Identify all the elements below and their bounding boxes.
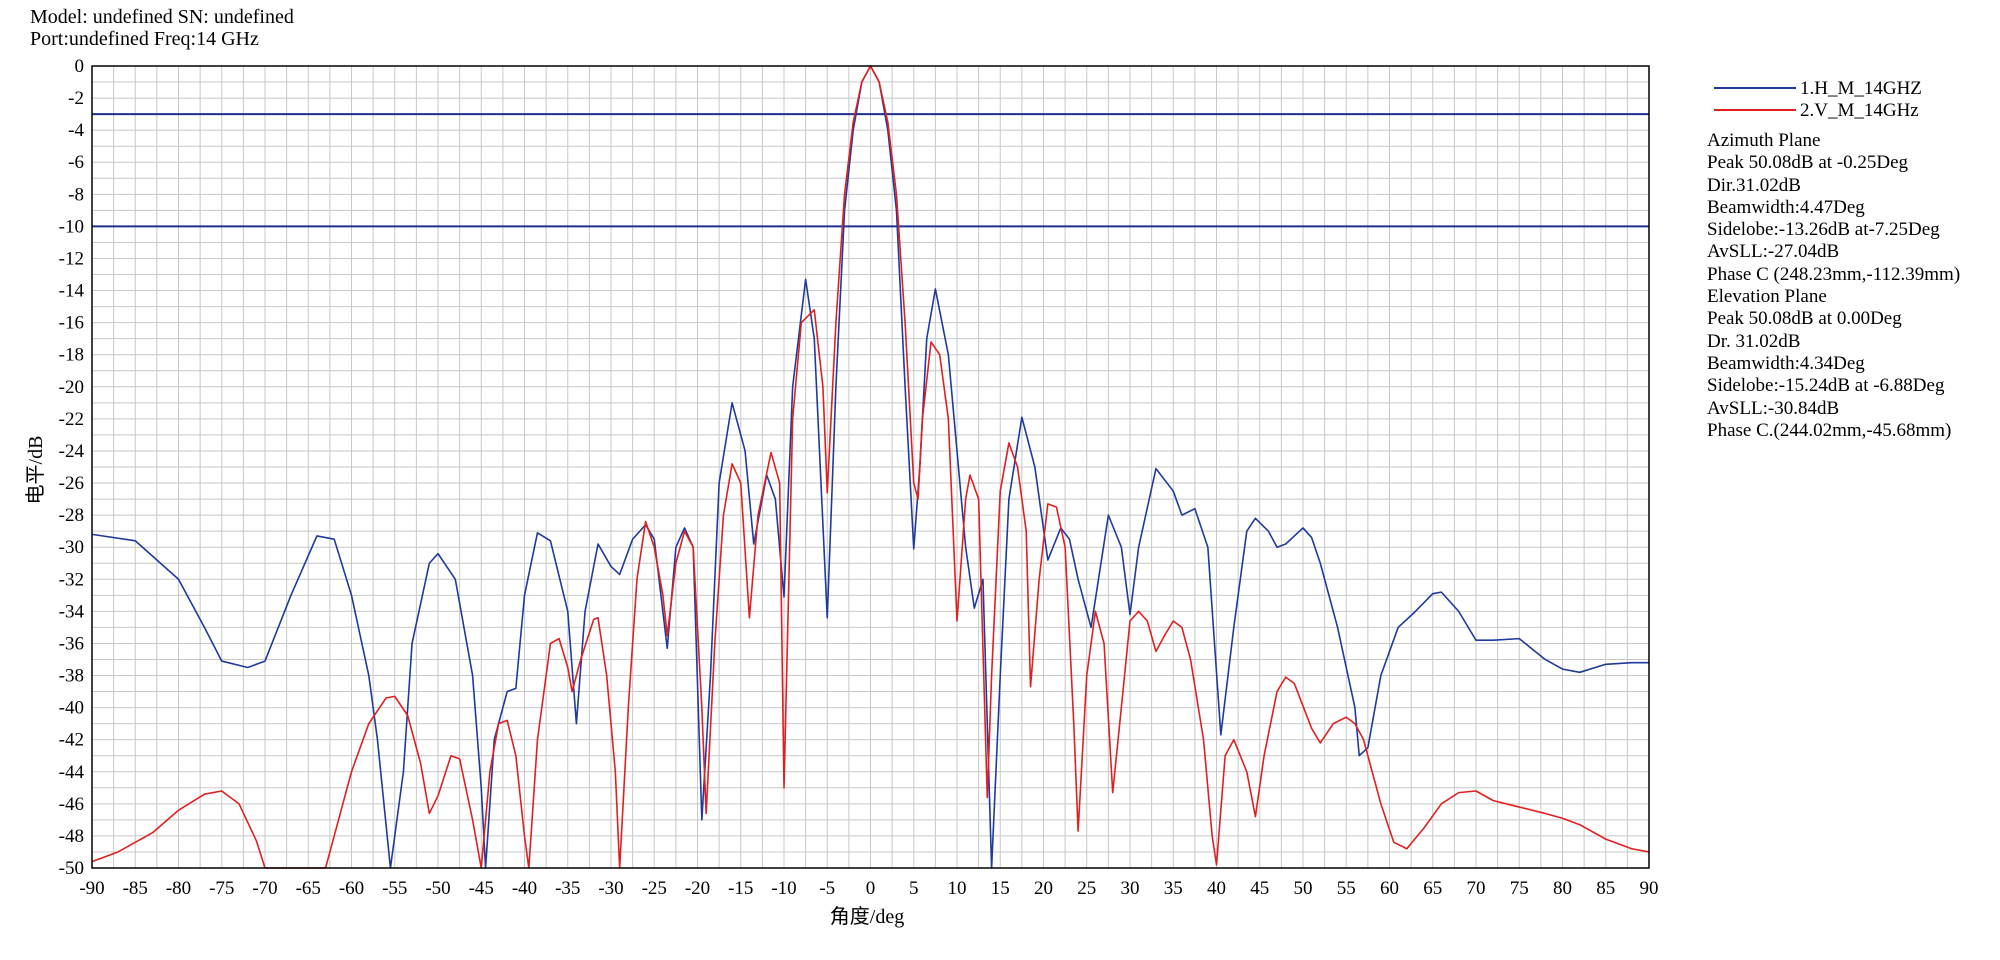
x-tick-label: 35 — [1164, 878, 1183, 899]
x-tick-label: 15 — [991, 878, 1010, 899]
x-tick-label: 20 — [1034, 878, 1053, 899]
y-tick-labels: 0 -2 -4 -6 -8 -10 -12 -14 -16 -18 -20 -22 -24 -26 -28 -… — [59, 56, 85, 879]
x-tick-label: 85 — [1596, 878, 1615, 899]
y-tick-label: -20 — [59, 377, 84, 398]
azimuth-info-3: Beamwidth:4.47Deg — [1707, 196, 1865, 218]
y-tick-label: -42 — [59, 730, 84, 751]
y-tick-label: -44 — [59, 762, 85, 783]
series-line-1 — [91, 65, 1649, 869]
x-tick-label: -55 — [382, 878, 407, 899]
y-tick-label: -4 — [68, 120, 84, 141]
elevation-info-4: Sidelobe:-15.24dB at -6.88Deg — [1707, 375, 1945, 397]
elevation-info-5: AvSLL:-30.84dB — [1707, 397, 1840, 419]
x-tick-label: -25 — [642, 878, 667, 899]
header-port-line: Port:undefined Freq:14 GHz — [30, 28, 259, 50]
x-tick-label: 0 — [866, 878, 876, 899]
plot-frame — [91, 65, 1650, 869]
x-tick-label: 25 — [1077, 878, 1096, 899]
legend-label-2: 2.V_M_14GHz — [1800, 100, 1919, 121]
series-lines — [91, 65, 1650, 869]
x-tick-label: -10 — [771, 878, 796, 899]
y-tick-label: -28 — [59, 505, 84, 526]
y-tick-label: -16 — [59, 313, 84, 334]
y-tick-label: -48 — [59, 826, 84, 847]
y-tick-label: -40 — [59, 698, 84, 719]
x-tick-label: 30 — [1121, 878, 1140, 899]
x-tick-label: 70 — [1467, 878, 1486, 899]
x-tick-label: 50 — [1294, 878, 1313, 899]
y-tick-label: 0 — [75, 56, 85, 77]
x-tick-labels: -90 -85 -80 -75 -70 -65 -60 -55 -50 -45 -40 -35 -30-… — [79, 878, 1658, 899]
x-tick-label: -15 — [728, 878, 753, 899]
x-tick-label: -35 — [555, 878, 580, 899]
y-tick-label: -22 — [59, 409, 84, 430]
x-tick-label: -20 — [685, 878, 710, 899]
x-tick-label: -75 — [209, 878, 234, 899]
x-tick-label: 60 — [1380, 878, 1399, 899]
x-tick-label: -80 — [166, 878, 191, 899]
y-tick-label: -12 — [59, 248, 84, 269]
elevation-info-2: Dr. 31.02dB — [1707, 330, 1801, 352]
legend-label-1: 1.H_M_14GHZ — [1800, 78, 1922, 99]
x-tick-label: -65 — [296, 878, 321, 899]
x-tick-label: -40 — [512, 878, 537, 899]
y-tick-label: -14 — [59, 281, 85, 302]
y-tick-label: -26 — [59, 473, 84, 494]
x-tick-label: -5 — [819, 878, 835, 899]
x-tick-label: -50 — [425, 878, 450, 899]
x-tick-label: -85 — [123, 878, 148, 899]
reference-lines — [92, 113, 1649, 228]
x-tick-label: 5 — [909, 878, 919, 899]
y-tick-label: -46 — [59, 794, 84, 815]
y-tick-label: -38 — [59, 666, 84, 687]
y-tick-label: -6 — [68, 152, 84, 173]
elevation-info-6: Phase C.(244.02mm,-45.68mm) — [1707, 419, 1952, 441]
x-tick-label: -30 — [598, 878, 623, 899]
elevation-info-0: Elevation Plane — [1707, 286, 1827, 308]
header-model-line: Model: undefined SN: undefined — [30, 6, 294, 28]
azimuth-info-4: Sidelobe:-13.26dB at-7.25Deg — [1707, 219, 1940, 241]
x-tick-label: 75 — [1510, 878, 1529, 899]
x-tick-label: 65 — [1423, 878, 1442, 899]
y-tick-label: -30 — [59, 537, 84, 558]
y-tick-label: -2 — [68, 88, 84, 109]
x-tick-label: -60 — [339, 878, 364, 899]
azimuth-info-6: Phase C (248.23mm,-112.39mm) — [1707, 263, 1961, 285]
elevation-info-3: Beamwidth:4.34Deg — [1707, 352, 1865, 374]
x-tick-label: 10 — [948, 878, 967, 899]
x-tick-label: -70 — [252, 878, 277, 899]
y-tick-label: -32 — [59, 569, 84, 590]
x-tick-label: -45 — [469, 878, 494, 899]
y-tick-label: -34 — [59, 601, 85, 622]
y-tick-label: -36 — [59, 633, 84, 654]
y-tick-label: -8 — [68, 184, 84, 205]
y-tick-label: -50 — [59, 858, 84, 879]
y-tick-label: -18 — [59, 345, 84, 366]
grid-lines — [91, 65, 1650, 869]
elevation-info-1: Peak 50.08dB at 0.00Deg — [1707, 308, 1902, 330]
series-line-2 — [91, 65, 1650, 869]
x-tick-label: 55 — [1337, 878, 1356, 899]
chart-header: Model: undefined SN: undefined Port:unde… — [30, 6, 294, 50]
azimuth-info-5: AvSLL:-27.04dB — [1707, 241, 1840, 263]
pattern-info-panel: Azimuth Plane Peak 50.08dB at -0.25Deg D… — [1707, 130, 1960, 442]
y-axis-label: 电平/dB — [24, 436, 47, 505]
x-tick-label: 45 — [1250, 878, 1269, 899]
azimuth-info-0: Azimuth Plane — [1707, 130, 1821, 151]
x-axis-label: 角度/deg — [830, 905, 904, 928]
y-tick-label: -10 — [59, 216, 84, 237]
x-tick-label: 40 — [1207, 878, 1226, 899]
x-tick-label: -90 — [79, 878, 104, 899]
azimuth-info-1: Peak 50.08dB at -0.25Deg — [1707, 152, 1909, 174]
x-tick-label: 90 — [1640, 878, 1659, 899]
x-tick-label: 80 — [1553, 878, 1572, 899]
y-tick-label: -24 — [59, 441, 85, 462]
azimuth-info-2: Dir.31.02dB — [1707, 174, 1801, 196]
